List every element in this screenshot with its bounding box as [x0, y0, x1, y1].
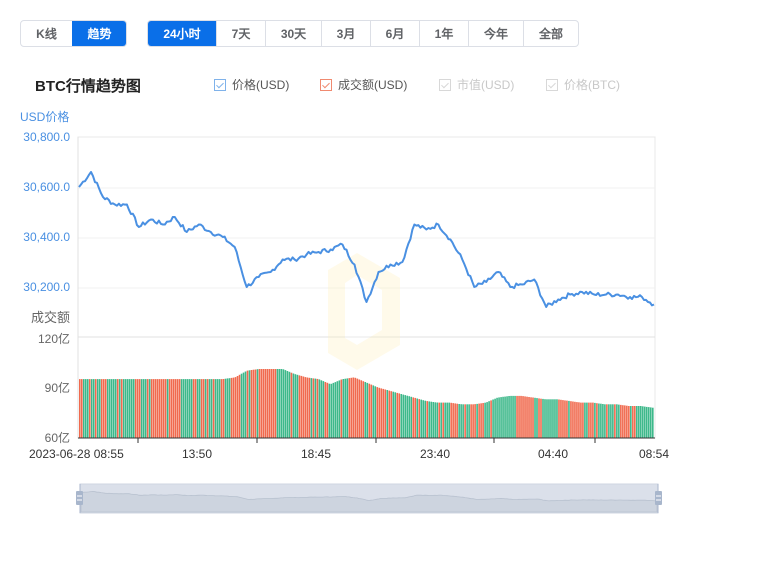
- volume-tick: 60亿: [44, 431, 70, 445]
- view-toggle: K线 趋势: [20, 20, 127, 47]
- price-tick: 30,600.0: [23, 180, 70, 194]
- tab-3m[interactable]: 3月: [321, 21, 370, 46]
- volume-tick: 120亿: [37, 332, 70, 346]
- tab-30d[interactable]: 30天: [265, 21, 321, 46]
- price-axis-title: USD价格: [20, 110, 70, 124]
- tab-1y[interactable]: 1年: [419, 21, 468, 46]
- volume-axis-title: 成交额: [30, 310, 70, 325]
- data-zoom-slider[interactable]: [79, 483, 659, 514]
- legend-price-usd[interactable]: 价格(USD): [214, 76, 289, 93]
- x-tick-label: 13:50: [182, 447, 213, 461]
- tab-trend[interactable]: 趋势: [72, 21, 126, 46]
- checkbox-icon: [546, 78, 558, 91]
- volume-bars: [79, 369, 654, 438]
- price-tick: 30,800.0: [23, 130, 70, 144]
- checkbox-icon: [320, 78, 332, 91]
- price-tick: 30,200.0: [23, 280, 70, 294]
- tab-6m[interactable]: 6月: [370, 21, 419, 46]
- legend-label: 价格(BTC): [564, 78, 620, 92]
- tab-ytd[interactable]: 今年: [468, 21, 523, 46]
- legend-label: 价格(USD): [232, 78, 290, 92]
- legend-volume-usd[interactable]: 成交额(USD): [320, 76, 407, 93]
- watermark-logo-icon: [328, 253, 400, 370]
- tab-24h[interactable]: 24小时: [148, 21, 216, 46]
- x-tick-label: 18:45: [301, 447, 332, 461]
- x-tick-label: 04:40: [538, 447, 569, 461]
- price-line: [78, 171, 655, 308]
- checkbox-icon: [439, 78, 451, 91]
- legend-price-btc[interactable]: 价格(BTC): [546, 76, 620, 93]
- legend-label: 成交额(USD): [338, 78, 408, 92]
- tab-7d[interactable]: 7天: [216, 21, 265, 46]
- price-tick: 30,400.0: [23, 230, 70, 244]
- range-toggle: 24小时 7天 30天 3月 6月 1年 今年 全部: [147, 20, 579, 47]
- legend-label: 市值(USD): [457, 78, 515, 92]
- x-tick-label: 2023-06-28 08:55: [29, 447, 124, 461]
- grid-lines: [78, 187, 655, 289]
- tab-all[interactable]: 全部: [523, 21, 578, 46]
- checkbox-icon: [214, 78, 226, 91]
- legend-marketcap-usd[interactable]: 市值(USD): [439, 76, 514, 93]
- tab-kline[interactable]: K线: [36, 27, 57, 41]
- chart-title: BTC行情趋势图: [35, 78, 141, 95]
- zoom-handle-left[interactable]: [76, 491, 83, 505]
- volume-tick: 90亿: [44, 381, 70, 395]
- x-tick-label: 08:54: [639, 447, 670, 461]
- zoom-handle-right[interactable]: [655, 491, 662, 505]
- x-axis-ticks: [137, 438, 596, 443]
- x-tick-label: 23:40: [420, 447, 451, 461]
